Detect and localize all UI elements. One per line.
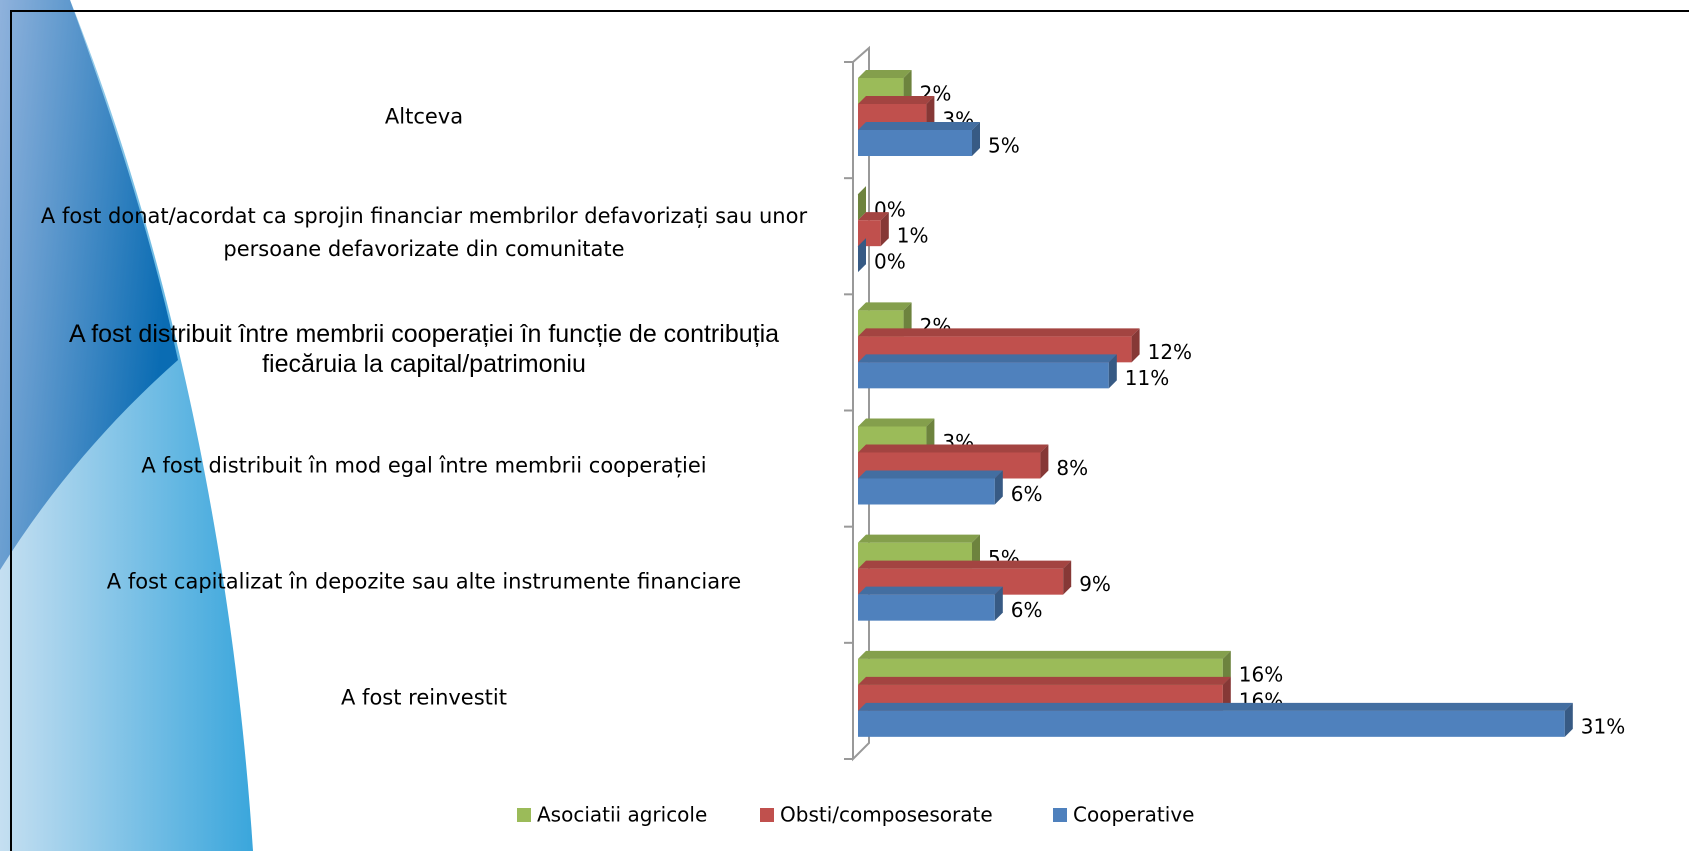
value-label: 12%: [1148, 340, 1192, 364]
bar-top: [858, 122, 980, 130]
category-label: A fost capitalizat în depozite sau alte …: [24, 565, 824, 598]
bar: [858, 587, 1003, 621]
value-label: 31%: [1581, 714, 1625, 738]
bar-top: [858, 471, 1003, 479]
category-label: A fost distribuit în mod egal între memb…: [24, 449, 824, 482]
bar-top: [858, 587, 1003, 595]
value-label: 5%: [988, 134, 1020, 158]
bar-top: [858, 354, 1117, 362]
value-label: 6%: [1011, 598, 1043, 622]
bar-top: [858, 561, 1071, 569]
category-label: A fost donat/acordat ca sprojin financia…: [24, 200, 824, 266]
bar-front: [858, 711, 1565, 737]
legend-swatch: [1053, 808, 1067, 822]
bar-front: [858, 362, 1109, 388]
bar-front: [858, 595, 995, 621]
category-label: A fost distribuit între membrii cooperaț…: [24, 319, 824, 379]
value-label: 16%: [1239, 662, 1283, 686]
bar: [858, 471, 1003, 505]
bar: [858, 354, 1117, 388]
bar: [858, 212, 889, 246]
bar-top: [858, 703, 1573, 711]
category-label: A fost reinvestit: [24, 681, 824, 714]
bar-top: [858, 535, 980, 543]
bar-top: [858, 651, 1231, 659]
legend-swatch: [760, 808, 774, 822]
bar-top: [858, 302, 912, 310]
value-label: 11%: [1125, 366, 1169, 390]
bar-top: [858, 677, 1231, 685]
value-label: 9%: [1079, 572, 1111, 596]
category-label: Altceva: [24, 101, 824, 134]
value-label: 1%: [897, 224, 929, 248]
bar-top: [858, 445, 1048, 453]
bar: [858, 703, 1573, 737]
bar-front: [858, 479, 995, 505]
bar-top: [858, 419, 934, 427]
bar-top: [858, 328, 1140, 336]
bar-front: [858, 130, 972, 156]
bar-top: [858, 96, 934, 104]
bar: [858, 122, 980, 156]
value-label: 8%: [1056, 456, 1088, 480]
bar-front: [858, 220, 881, 246]
slide: 2%3%5%0%1%0%2%12%11%3%8%6%5%9%6%16%16%31…: [0, 0, 1689, 851]
legend-label: Cooperative: [1073, 803, 1194, 827]
legend-label: Obsti/composesorate: [780, 803, 993, 827]
legend-label: Asociatii agricole: [537, 803, 707, 827]
value-label: 6%: [1011, 482, 1043, 506]
bar-top: [858, 70, 912, 78]
legend-swatch: [517, 808, 531, 822]
value-label: 0%: [874, 250, 906, 274]
